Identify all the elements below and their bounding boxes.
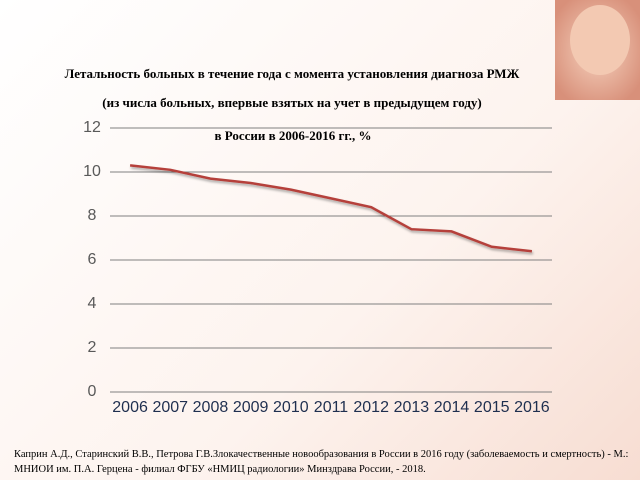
y-tick-label: 2 [88,339,97,356]
data-line [129,164,533,253]
x-tick-label: 2009 [233,399,269,416]
y-tick-label: 12 [83,119,101,136]
chart-subtitle: (из числа больных, впервые взятых на уче… [102,95,482,110]
decor-image [570,5,630,75]
x-tick-label: 2016 [514,399,550,416]
x-tick-label: 2007 [152,399,188,416]
x-tick-label: 2006 [112,399,148,416]
y-tick-label: 10 [83,163,101,180]
x-tick-label: 2013 [394,399,430,416]
source-note: Каприн А.Д., Старинский В.В., Петрова Г.… [14,449,629,475]
y-tick-label: 8 [88,207,97,224]
x-tick-label: 2014 [434,399,470,416]
x-tick-label: 2015 [474,399,510,416]
x-tick-label: 2011 [314,399,349,416]
x-tick-label: 2008 [193,399,229,416]
y-tick-label: 4 [88,295,97,312]
x-tick-label: 2010 [273,399,309,416]
y-tick-label: 6 [88,251,97,268]
y-tick-label: 0 [88,383,97,400]
x-tick-label: 2012 [353,399,389,416]
chart-title: Летальность больных в течение года с мом… [65,66,520,81]
chart-subtitle: в России в 2006-2016 гг., % [214,128,371,143]
